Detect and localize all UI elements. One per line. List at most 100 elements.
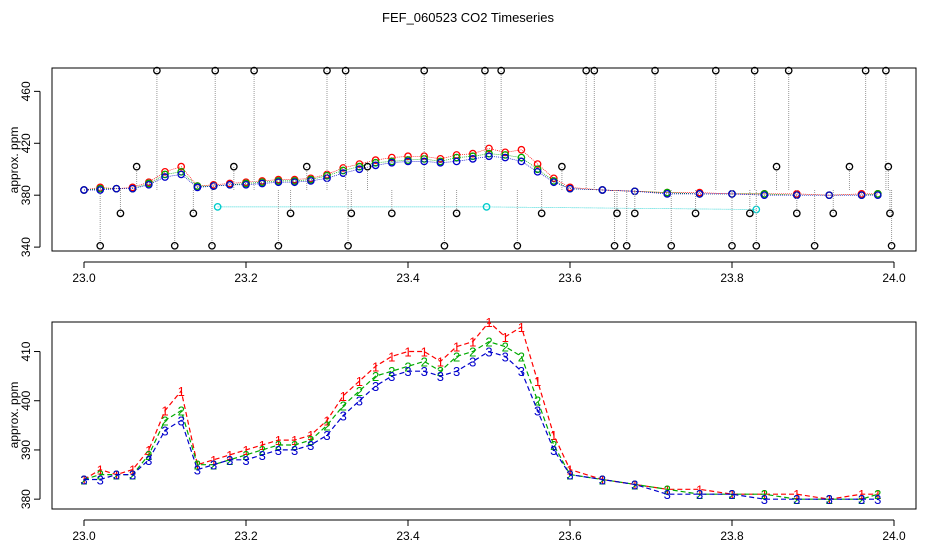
top-point-reference [213, 203, 222, 211]
top-point-reference [482, 203, 491, 211]
bottom-point-3: 3 [696, 487, 703, 502]
top-point-calibration [341, 66, 350, 75]
bottom-point-2: 2 [550, 438, 557, 453]
bottom-point-3: 3 [502, 349, 509, 364]
top-point-calibration [363, 162, 372, 171]
bottom-point-2: 2 [469, 345, 476, 360]
top-point-calibration [230, 162, 238, 171]
top-point-level-1 [177, 162, 186, 171]
bottom-point-3: 3 [80, 472, 87, 487]
top-point-level-3 [695, 190, 704, 198]
top-x-tick-label: 23.8 [720, 271, 744, 285]
top-point-level-3 [144, 180, 153, 189]
top-point-calibration [752, 241, 761, 250]
top-point-calibration [208, 241, 216, 250]
top-point-calibration [582, 66, 591, 75]
top-point-calibration [667, 241, 676, 250]
top-point-level-1 [161, 167, 169, 176]
bottom-point-3: 3 [793, 492, 800, 507]
top-x-tick-label: 23.6 [558, 271, 582, 285]
bottom-point-3: 3 [97, 472, 104, 487]
bottom-point-3: 3 [291, 443, 298, 458]
top-point-level-3 [177, 170, 186, 179]
bottom-point-2: 2 [356, 384, 363, 399]
top-point-calibration [189, 209, 198, 218]
bottom-point-1: 1 [793, 487, 800, 502]
top-y-axis-label: approx. ppm [7, 127, 21, 194]
top-x-tick-label: 23.2 [234, 271, 258, 285]
top-point-level-3 [96, 186, 105, 194]
bottom-point-3: 3 [631, 477, 638, 492]
bottom-point-2: 2 [437, 364, 444, 379]
top-point-level-1 [404, 152, 412, 161]
bottom-point-2: 2 [502, 340, 509, 355]
bottom-point-3: 3 [485, 345, 492, 360]
bottom-point-3: 3 [826, 492, 833, 507]
top-point-level-3 [112, 184, 121, 193]
top-point-level-3 [760, 191, 769, 200]
bottom-point-3: 3 [161, 423, 168, 438]
top-point-calibration [211, 66, 220, 75]
bottom-point-3: 3 [469, 354, 476, 369]
bottom-point-3: 3 [388, 369, 395, 384]
top-point-level-3 [128, 184, 137, 193]
bottom-series-line-1 [83, 321, 878, 500]
bottom-point-3: 3 [307, 438, 314, 453]
bottom-point-1: 1 [291, 433, 298, 448]
top-point-level-3 [566, 184, 574, 193]
top-point-level-3 [501, 153, 510, 162]
top-point-calibration [347, 209, 356, 218]
bottom-point-1: 1 [210, 453, 217, 468]
top-point-level-2 [501, 151, 510, 159]
top-series-line-reference [217, 206, 757, 210]
bottom-point-3: 3 [145, 453, 152, 468]
top-point-level-3 [825, 191, 834, 200]
bottom-point-3: 3 [858, 492, 865, 507]
bottom-point-2: 2 [242, 448, 249, 463]
bottom-point-1: 1 [502, 330, 509, 345]
top-series-line-level-1 [83, 148, 878, 196]
bottom-x-tick-label: 23.8 [720, 529, 744, 540]
top-point-calibration [481, 66, 489, 75]
top-point-calibration [887, 241, 896, 250]
bottom-point-1: 1 [178, 384, 185, 399]
bottom-point-1: 1 [340, 389, 347, 404]
bottom-point-2: 2 [291, 438, 298, 453]
bottom-point-1: 1 [696, 482, 703, 497]
bottom-series-line-2 [83, 341, 878, 500]
top-point-calibration [845, 162, 854, 171]
bottom-x-tick-label: 24.0 [882, 529, 906, 540]
top-point-calibration [96, 241, 105, 250]
top-point-calibration [829, 209, 838, 218]
top-point-calibration [537, 209, 546, 218]
top-point-level-2 [323, 171, 331, 180]
top-point-level-2 [533, 165, 542, 174]
bottom-x-tick-label: 23.6 [558, 529, 582, 540]
top-point-level-3 [857, 191, 866, 200]
bottom-point-2: 2 [275, 438, 282, 453]
bottom-plot-frame [51, 321, 917, 510]
top-point-level-3 [193, 183, 202, 192]
bottom-point-3: 3 [874, 492, 881, 507]
bottom-point-2: 2 [340, 399, 347, 414]
top-y-axis: 340 380 420 460 [19, 81, 41, 257]
bottom-point-1: 1 [356, 374, 363, 389]
top-point-level-2 [485, 149, 493, 158]
bottom-point-3: 3 [664, 487, 671, 502]
top-point-calibration [387, 209, 396, 218]
bottom-point-3: 3 [518, 364, 525, 379]
bottom-point-1: 1 [534, 374, 541, 389]
top-series-line-level-2 [83, 153, 878, 196]
top-y-tick-label: 420 [19, 133, 33, 153]
bottom-point-2: 2 [194, 458, 201, 473]
bottom-point-1: 1 [437, 354, 444, 369]
bottom-point-2: 2 [404, 359, 411, 374]
top-point-level-3 [161, 173, 169, 181]
bottom-point-3: 3 [453, 364, 460, 379]
bottom-point-3: 3 [728, 487, 735, 502]
top-point-level-3 [290, 178, 299, 187]
top-point-calibration [651, 66, 659, 75]
top-point-level-1 [387, 153, 396, 162]
